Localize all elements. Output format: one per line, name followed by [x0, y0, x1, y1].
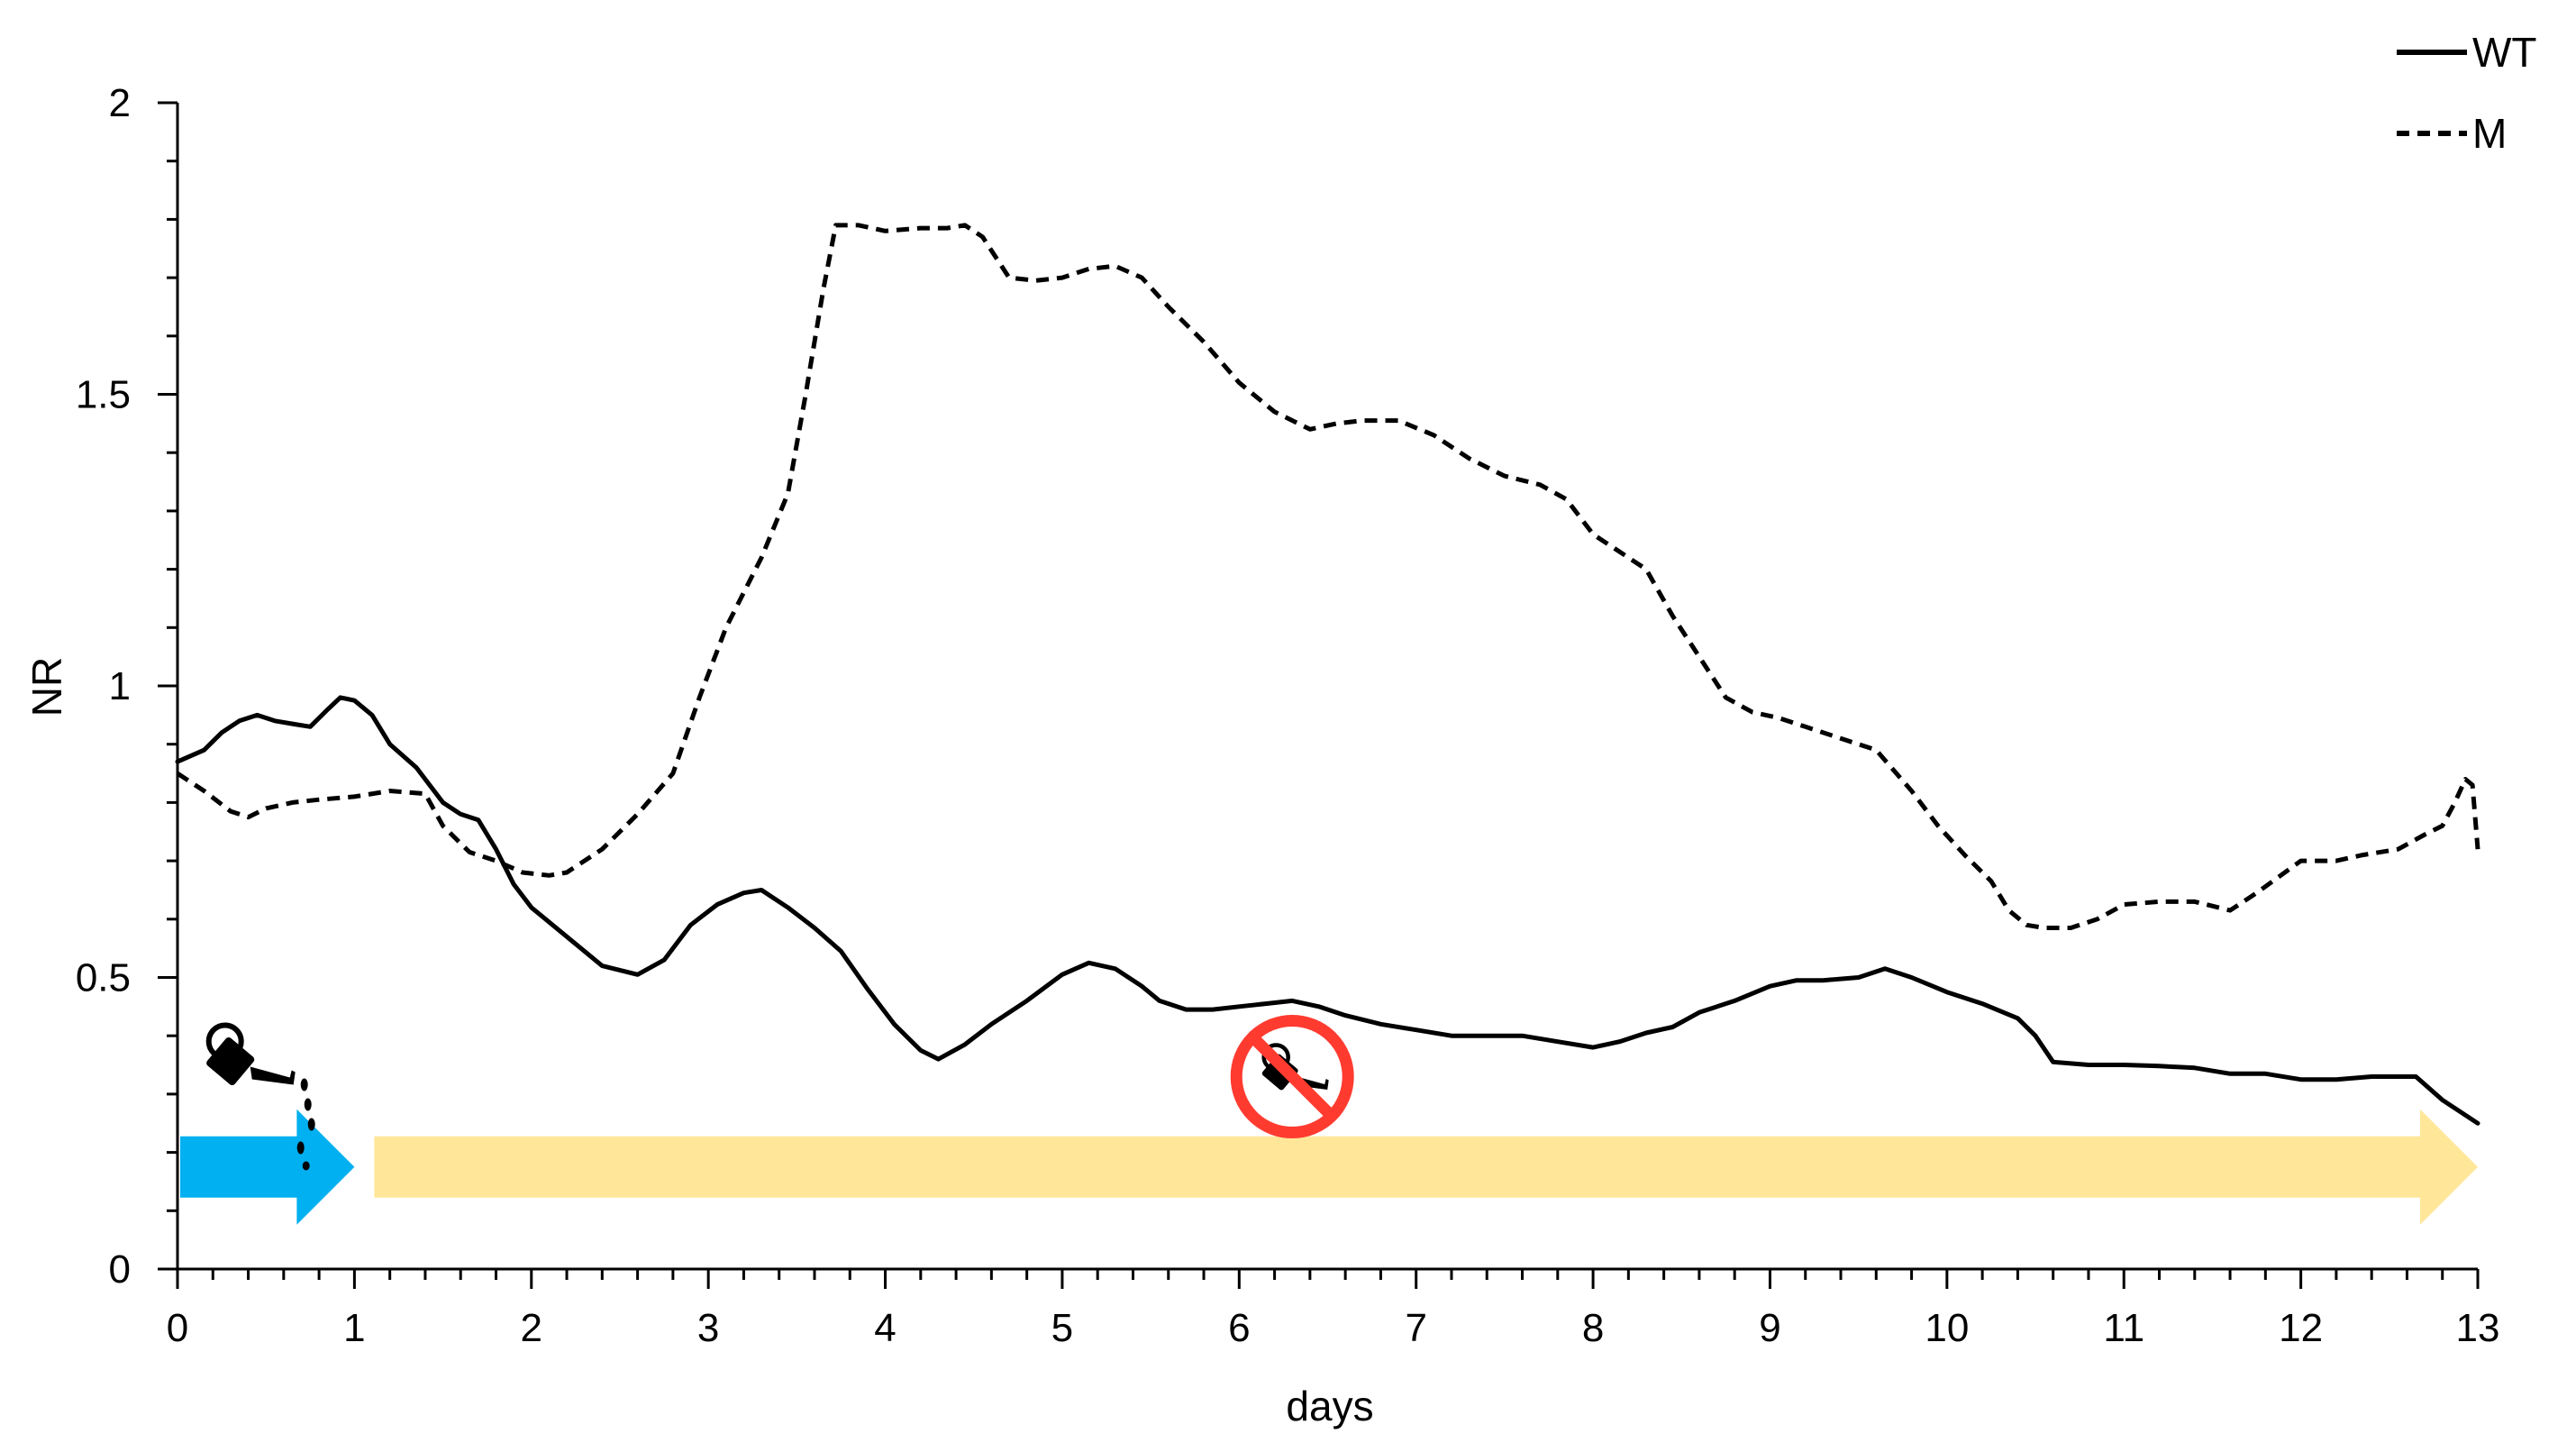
- watering-phase-arrow: [180, 1109, 355, 1225]
- legend: WT M: [2397, 29, 2537, 157]
- y-axis-title: NR: [23, 657, 70, 717]
- no-watering-icon: [1230, 1015, 1354, 1138]
- x-tick-label: 4: [874, 1306, 896, 1350]
- x-tick-label: 1: [343, 1306, 365, 1350]
- x-tick-label: 13: [2456, 1306, 2500, 1350]
- icons: [205, 1015, 1354, 1171]
- y-tick-label: 1.5: [76, 373, 131, 417]
- y-tick-label: 0: [109, 1247, 131, 1292]
- phase-arrows: [180, 1109, 2479, 1225]
- x-axis-title: days: [1286, 1383, 1373, 1429]
- x-tick-label: 5: [1051, 1306, 1073, 1350]
- x-tick-label: 9: [1759, 1306, 1780, 1350]
- x-tick-label: 8: [1582, 1306, 1604, 1350]
- axes: 00.511.520 1 2 3 4 5 6 7 8 9 10 11 12 13: [76, 81, 2500, 1350]
- x-tick-label: 11: [2103, 1306, 2144, 1350]
- watering-can-icon: [205, 1022, 315, 1171]
- series-lines: [175, 223, 2480, 1126]
- y-tick-label: 0.5: [76, 956, 131, 1000]
- drought-phase-arrow: [374, 1109, 2479, 1225]
- x-tick-label: 0: [167, 1306, 188, 1350]
- x-tick-label: 7: [1405, 1306, 1426, 1350]
- x-tick-label: 3: [697, 1306, 719, 1350]
- x-tick-label: 6: [1228, 1306, 1250, 1350]
- legend-label-wt: WT: [2472, 29, 2537, 76]
- y-tick-label: 1: [109, 664, 131, 708]
- x-tick-label: 12: [2279, 1306, 2323, 1350]
- y-tick-label: 2: [109, 81, 131, 125]
- legend-label-m: M: [2472, 110, 2507, 157]
- x-tick-label: 10: [1925, 1306, 1969, 1350]
- series-line-m: [176, 223, 2480, 930]
- series-line-wt: [175, 695, 2480, 1126]
- x-tick-label: 2: [521, 1306, 542, 1350]
